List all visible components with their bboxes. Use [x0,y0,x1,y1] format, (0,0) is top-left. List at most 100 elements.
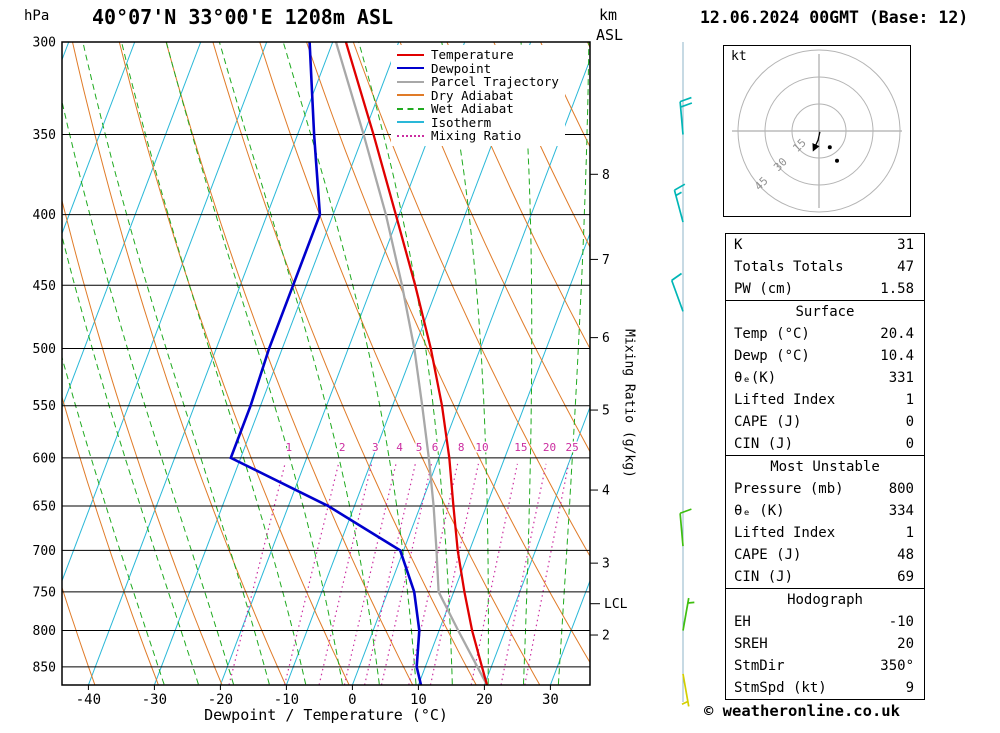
table-row: Pressure (mb) 800 [726,478,924,500]
table-row: Totals Totals 47 [726,256,924,278]
row-value: 0 [905,414,914,430]
row-label: PW (cm) [734,281,794,297]
sounding-profiles [229,42,489,685]
row-label: Totals Totals [734,259,844,275]
wind-barb-column [670,42,695,707]
dry-adiabat-lines [62,42,590,685]
km-axis: 8 7 6 5 4 3 2 LCL [590,168,628,644]
legend-label: Dewpoint [431,60,492,76]
row-label: Dewp (°C) [734,348,810,364]
table-row: StmDir 350° [726,655,924,677]
wind-barb [670,272,684,312]
row-value: 1 [905,392,914,408]
table-row: CAPE (J) 48 [726,544,924,566]
profile-parcel-trajectory [334,42,489,685]
svg-text:750: 750 [33,585,56,600]
legend-item: Wet Adiabat [397,102,559,116]
svg-text:4: 4 [602,484,610,499]
table-row: Temp (°C) 20.4 [726,323,924,345]
svg-text:650: 650 [33,499,56,514]
legend-item: Parcel Trajectory [397,75,559,89]
wind-barb [682,597,695,631]
svg-text:6: 6 [432,441,439,454]
row-label: StmSpd (kt) [734,680,827,696]
legend-item: Isotherm [397,116,559,130]
hodograph-unit-label: kt [731,49,747,64]
svg-text:30: 30 [771,155,790,174]
svg-text:8: 8 [458,441,465,454]
row-label: CAPE (J) [734,547,802,563]
svg-text:-30: -30 [142,692,167,708]
copyright: © weatheronline.co.uk [704,702,900,720]
row-value: 9 [905,680,914,696]
svg-text:20: 20 [543,441,556,454]
svg-text:15: 15 [514,441,527,454]
hodograph-trace [812,131,821,152]
table-row: K 31 [726,234,924,256]
svg-text:2: 2 [339,441,346,454]
legend-line-sample [397,107,424,110]
svg-text:3: 3 [372,441,379,454]
svg-text:30: 30 [542,692,559,708]
svg-text:-20: -20 [208,692,233,708]
row-label: StmDir [734,658,785,674]
wet-adiabat-lines [62,42,590,685]
svg-text:850: 850 [33,660,56,675]
svg-text:500: 500 [33,342,56,357]
svg-text:6: 6 [602,331,610,346]
table-row: θₑ (K) 334 [726,500,924,522]
legend-line-sample [397,134,424,137]
row-value: 69 [897,569,914,585]
table-row: θₑ(K) 331 [726,367,924,389]
mixing-ratio-axis-title: Mixing Ratio (g/kg) [621,329,637,478]
legend-line-sample [397,121,424,124]
svg-text:45: 45 [752,174,771,193]
svg-text:5: 5 [416,441,423,454]
legend-label: Temperature [431,47,514,63]
legend-label: Dry Adiabat [431,87,514,103]
row-value: 1 [905,525,914,541]
row-value: 1.58 [880,281,914,297]
svg-text:5: 5 [602,404,610,419]
table-section-header: Surface [795,304,855,320]
legend-label: Wet Adiabat [431,101,514,117]
svg-text:3: 3 [602,557,610,572]
run-datetime: 12.06.2024 00GMT (Base: 12) [700,8,969,27]
svg-text:600: 600 [33,451,56,466]
svg-text:-40: -40 [76,692,101,708]
row-label: SREH [734,636,768,652]
mixing-ratio-labels: 1 2 3 4 5 6 8 10 15 20 25 [284,440,580,456]
profile-dewpoint [229,42,423,685]
row-value: 20.4 [880,326,914,342]
row-value: 48 [897,547,914,563]
temperature-tick-labels: -40 -30 -20 -10 0 10 20 30 [76,685,559,708]
mixing-ratio-lines [228,463,570,685]
legend-item: Dewpoint [397,62,559,76]
svg-text:700: 700 [33,544,56,559]
table-separator [726,588,924,589]
row-value: 0 [905,436,914,452]
row-value: 10.4 [880,348,914,364]
legend-line-sample [397,53,424,56]
table-row: CIN (J) 0 [726,433,924,455]
legend-item: Temperature [397,48,559,62]
table-row: StmSpd (kt) 9 [726,677,924,699]
row-label: CIN (J) [734,436,794,452]
pressure-unit-label: hPa [24,8,50,24]
svg-text:800: 800 [33,624,56,639]
row-label: θₑ(K) [734,370,777,386]
indices-tables: K 31 Totals Totals 47 PW (cm) 1.58 Surface Temp… [725,233,925,700]
svg-text:25: 25 [565,441,578,454]
row-label: θₑ (K) [734,503,785,519]
lcl-label: LCL [604,597,628,612]
svg-text:1: 1 [285,441,292,454]
svg-text:450: 450 [33,279,56,294]
svg-text:400: 400 [33,208,56,223]
plot-frame [61,41,591,686]
svg-text:10: 10 [475,441,488,454]
table-section-header: Most Unstable [770,459,880,475]
table-row: Dewp (°C) 10.4 [726,345,924,367]
chart-legend: Temperature Dewpoint Parcel Trajectory Dry … [391,45,565,146]
